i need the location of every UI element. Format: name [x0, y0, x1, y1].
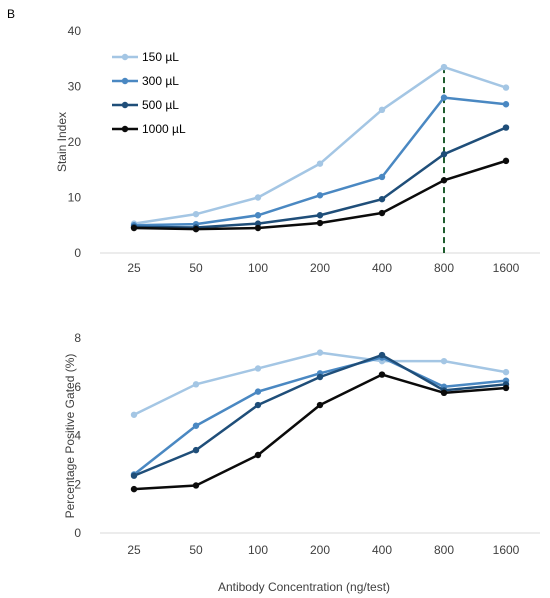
data-point-1000 — [192, 482, 200, 489]
data-point-150 — [130, 411, 138, 418]
legend-label-150: 150 µL — [142, 50, 179, 64]
data-point-1000 — [502, 157, 510, 165]
x-tick-label: 200 — [310, 261, 330, 275]
data-point-300 — [316, 192, 324, 199]
y-tick-label: 2 — [74, 477, 81, 491]
y-tick-label: 0 — [74, 526, 81, 540]
x-tick-label: 100 — [248, 543, 268, 557]
data-point-500 — [254, 401, 262, 409]
legend-marker-1000 — [121, 125, 129, 133]
y-tick-label: 8 — [74, 331, 81, 345]
data-point-500 — [192, 446, 200, 454]
data-point-300 — [254, 212, 262, 219]
data-point-150 — [378, 106, 386, 114]
data-point-1000 — [440, 177, 448, 184]
data-point-150 — [192, 381, 200, 388]
data-point-150 — [440, 357, 448, 365]
legend-label-300: 300 µL — [142, 74, 179, 88]
data-point-500 — [502, 124, 510, 131]
x-tick-label: 25 — [127, 261, 141, 275]
data-point-500 — [378, 351, 386, 359]
y-tick-label: 40 — [68, 24, 82, 38]
data-point-1000 — [316, 219, 324, 227]
y-tick-label: 20 — [68, 135, 82, 149]
data-point-150 — [440, 63, 448, 71]
data-point-1000 — [378, 209, 386, 217]
data-point-150 — [192, 210, 200, 218]
y-tick-label: 0 — [74, 246, 81, 260]
data-point-1000 — [192, 225, 200, 233]
x-axis-title: Antibody Concentration (ng/test) — [218, 580, 390, 594]
x-tick-label: 400 — [372, 543, 392, 557]
data-point-300 — [378, 173, 386, 181]
data-point-1000 — [130, 485, 138, 493]
x-tick-label: 100 — [248, 261, 268, 275]
legend-label-500: 500 µL — [142, 98, 179, 112]
data-point-1000 — [378, 371, 386, 378]
data-point-150 — [502, 368, 510, 376]
y-axis-title: Percentage Positive Gated (%) — [63, 354, 77, 519]
y-axis-title: Stain Index — [55, 112, 69, 172]
data-point-150 — [316, 160, 324, 167]
x-tick-label: 25 — [127, 543, 141, 557]
data-point-500 — [440, 151, 448, 158]
data-point-150 — [254, 365, 262, 372]
x-tick-label: 400 — [372, 261, 392, 275]
x-tick-label: 1600 — [493, 543, 520, 557]
x-tick-label: 1600 — [493, 261, 520, 275]
y-tick-label: 4 — [74, 429, 81, 443]
data-point-1000 — [440, 389, 448, 397]
data-point-300 — [192, 422, 200, 429]
data-point-1000 — [130, 224, 138, 232]
legend-marker-500 — [121, 101, 129, 109]
x-tick-label: 800 — [434, 543, 454, 557]
data-point-1000 — [502, 384, 510, 392]
data-point-500 — [378, 195, 386, 203]
legend-marker-300 — [121, 77, 129, 85]
data-point-1000 — [254, 451, 262, 459]
data-point-500 — [130, 472, 138, 479]
x-tick-label: 200 — [310, 543, 330, 557]
data-point-500 — [254, 220, 262, 227]
y-tick-label: 30 — [68, 80, 82, 94]
data-point-300 — [440, 94, 448, 101]
data-point-500 — [316, 373, 324, 381]
series-line-150 — [133, 65, 507, 225]
panel-label: B — [7, 7, 16, 21]
legend-label-1000: 1000 µL — [142, 122, 186, 136]
data-point-300 — [254, 388, 262, 395]
percent-positive-chart: 0 2 4 6 8 25 50 100 200 400 800 1600 Percentage Posi… — [63, 331, 540, 557]
x-tick-label: 50 — [189, 543, 203, 557]
x-tick-label: 50 — [189, 261, 203, 275]
data-point-1000 — [254, 224, 262, 232]
y-tick-label: 10 — [68, 191, 82, 205]
data-point-1000 — [316, 401, 324, 409]
y-tick-label: 6 — [74, 380, 81, 394]
legend-marker-150 — [121, 53, 129, 61]
data-point-300 — [502, 101, 510, 108]
data-point-500 — [316, 212, 324, 219]
data-point-150 — [316, 349, 324, 356]
x-tick-label: 800 — [434, 261, 454, 275]
stain-index-chart: 0 10 20 30 40 25 50 100 200 400 800 1600 Stain Index… — [55, 24, 540, 275]
data-point-150 — [502, 84, 510, 91]
data-point-150 — [254, 194, 262, 201]
